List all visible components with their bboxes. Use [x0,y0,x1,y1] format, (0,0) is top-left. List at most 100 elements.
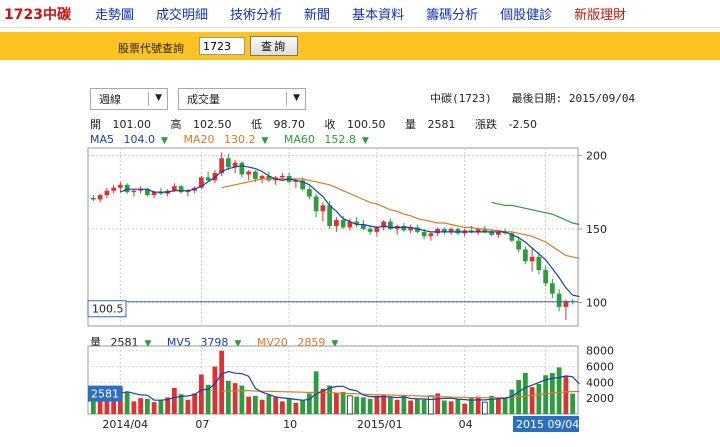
candle-body [543,270,548,284]
candle-body [151,192,157,196]
ma5-legend: MA5 104.0 ▼ [90,133,168,146]
x-tick-label: 10 [283,418,297,431]
high-value: 102.50 [193,118,232,131]
volume-tick-label: 2000 [586,392,614,405]
candle-body [293,180,299,182]
candle-body [516,240,521,250]
volume-bar [529,387,535,414]
candle-body [246,171,251,175]
change-label: 漲跌 [475,118,497,131]
candle-body [435,228,440,234]
candle-body [226,158,231,168]
stock-name-code: 中碳(1723) [430,92,492,105]
volume-bar [192,393,197,414]
volume-bar [145,398,150,414]
candle-body [199,177,204,188]
ma20-line [221,178,580,259]
candle-body [556,293,562,307]
volume-bar [394,399,400,414]
volume-bar [489,395,494,414]
mv5-line [120,370,580,401]
nav-stock-checkup[interactable]: 個股健診 [500,8,553,23]
candle-body [523,249,528,262]
nav-new-finance[interactable]: 新版理財 [574,8,627,23]
candle-body [239,162,245,175]
volume-bar [435,393,440,414]
volume-bar [273,397,278,414]
volume-bar [536,383,542,414]
down-triangle-icon: ▼ [234,339,242,349]
ma60-legend: MA60 152.8 ▼ [283,133,369,146]
candle-body [320,205,326,212]
nav-trend-chart[interactable]: 走勢圖 [95,8,135,23]
candle-body [509,233,515,241]
volume-bar [97,393,103,414]
nav-technical-analysis[interactable]: 技術分析 [230,8,283,23]
candle-body [482,228,488,232]
candle-body [455,228,461,234]
volume-bar [408,400,413,414]
candle-body [489,231,494,235]
nav-trade-details[interactable]: 成交明細 [156,8,209,23]
ma20-legend: MA20 130.2 ▼ [183,133,269,146]
stock-brand-link[interactable]: 1723中碳 [4,6,71,23]
open-value: 101.00 [112,118,152,131]
query-button[interactable]: 查詢 [250,36,298,56]
volume-bar [455,398,461,414]
volume-bar [151,402,157,414]
volume-bar [320,388,326,414]
candle-body [219,158,224,174]
ma-legend: MA5 104.0 ▼ MA20 130.2 ▼ MA60 152.8 ▼ [90,133,381,146]
ma60-line [491,201,580,226]
stock-code-input[interactable] [199,37,245,55]
last-date-label: 最後日期: [511,92,563,105]
price-tick-label: 150 [586,223,607,236]
volume-bar [212,366,218,414]
indicator-select[interactable]: 成交量 ▼ [178,88,306,110]
candle-body [280,175,285,178]
candle-body [408,227,413,231]
candle-body [388,221,393,229]
top-nav: 1723中碳 走勢圖 成交明細 技術分析 新聞 基本資料 籌碼分析 個股健診 新… [0,0,720,28]
candle-body [185,190,191,193]
nav-news[interactable]: 新聞 [304,8,331,23]
volume-bar [307,393,312,414]
volume-bar [246,396,251,414]
period-select[interactable]: 週線 ▼ [90,88,168,110]
nav-basic-info[interactable]: 基本資料 [352,8,405,23]
current-price-tag-text: 100.5 [92,303,124,316]
current-volume-tag [88,385,122,402]
volume-bar [556,367,562,414]
last-date-value: 2015/09/04 [568,92,636,105]
query-bar: 股票代號查詢 查詢 [0,32,720,60]
candle-body [536,256,542,271]
volume-bar [280,401,285,414]
volume-bar [421,399,427,414]
close-value: 100.50 [347,118,386,131]
candle-body [111,187,116,191]
candle-body [138,189,143,191]
ohlc-line: 開 101.00 高 102.50 低 98.70 收 100.50 量 258… [90,116,553,132]
candle-body [496,231,501,235]
period-select-value: 週線 [99,93,121,106]
volume-bar [124,391,130,414]
down-triangle-icon: ▼ [144,339,152,349]
volume-bar [253,395,258,414]
volume-bar [266,395,272,414]
volume-bar [415,398,420,414]
candle-body [421,231,427,237]
candle-body [205,177,211,181]
indicator-select-value: 成交量 [187,93,220,106]
x-tick-label: 04 [459,418,473,431]
candle-body [381,221,386,228]
volume-bar [232,383,238,414]
candle-body [313,196,319,212]
volume-tick-label: 6000 [586,361,614,374]
candle-body [563,300,569,307]
volume-bar [462,403,467,414]
candle-body [300,180,305,190]
volume-bar [543,375,548,414]
nav-chip-analysis[interactable]: 籌碼分析 [426,8,479,23]
volume-label: 量 [405,118,416,131]
